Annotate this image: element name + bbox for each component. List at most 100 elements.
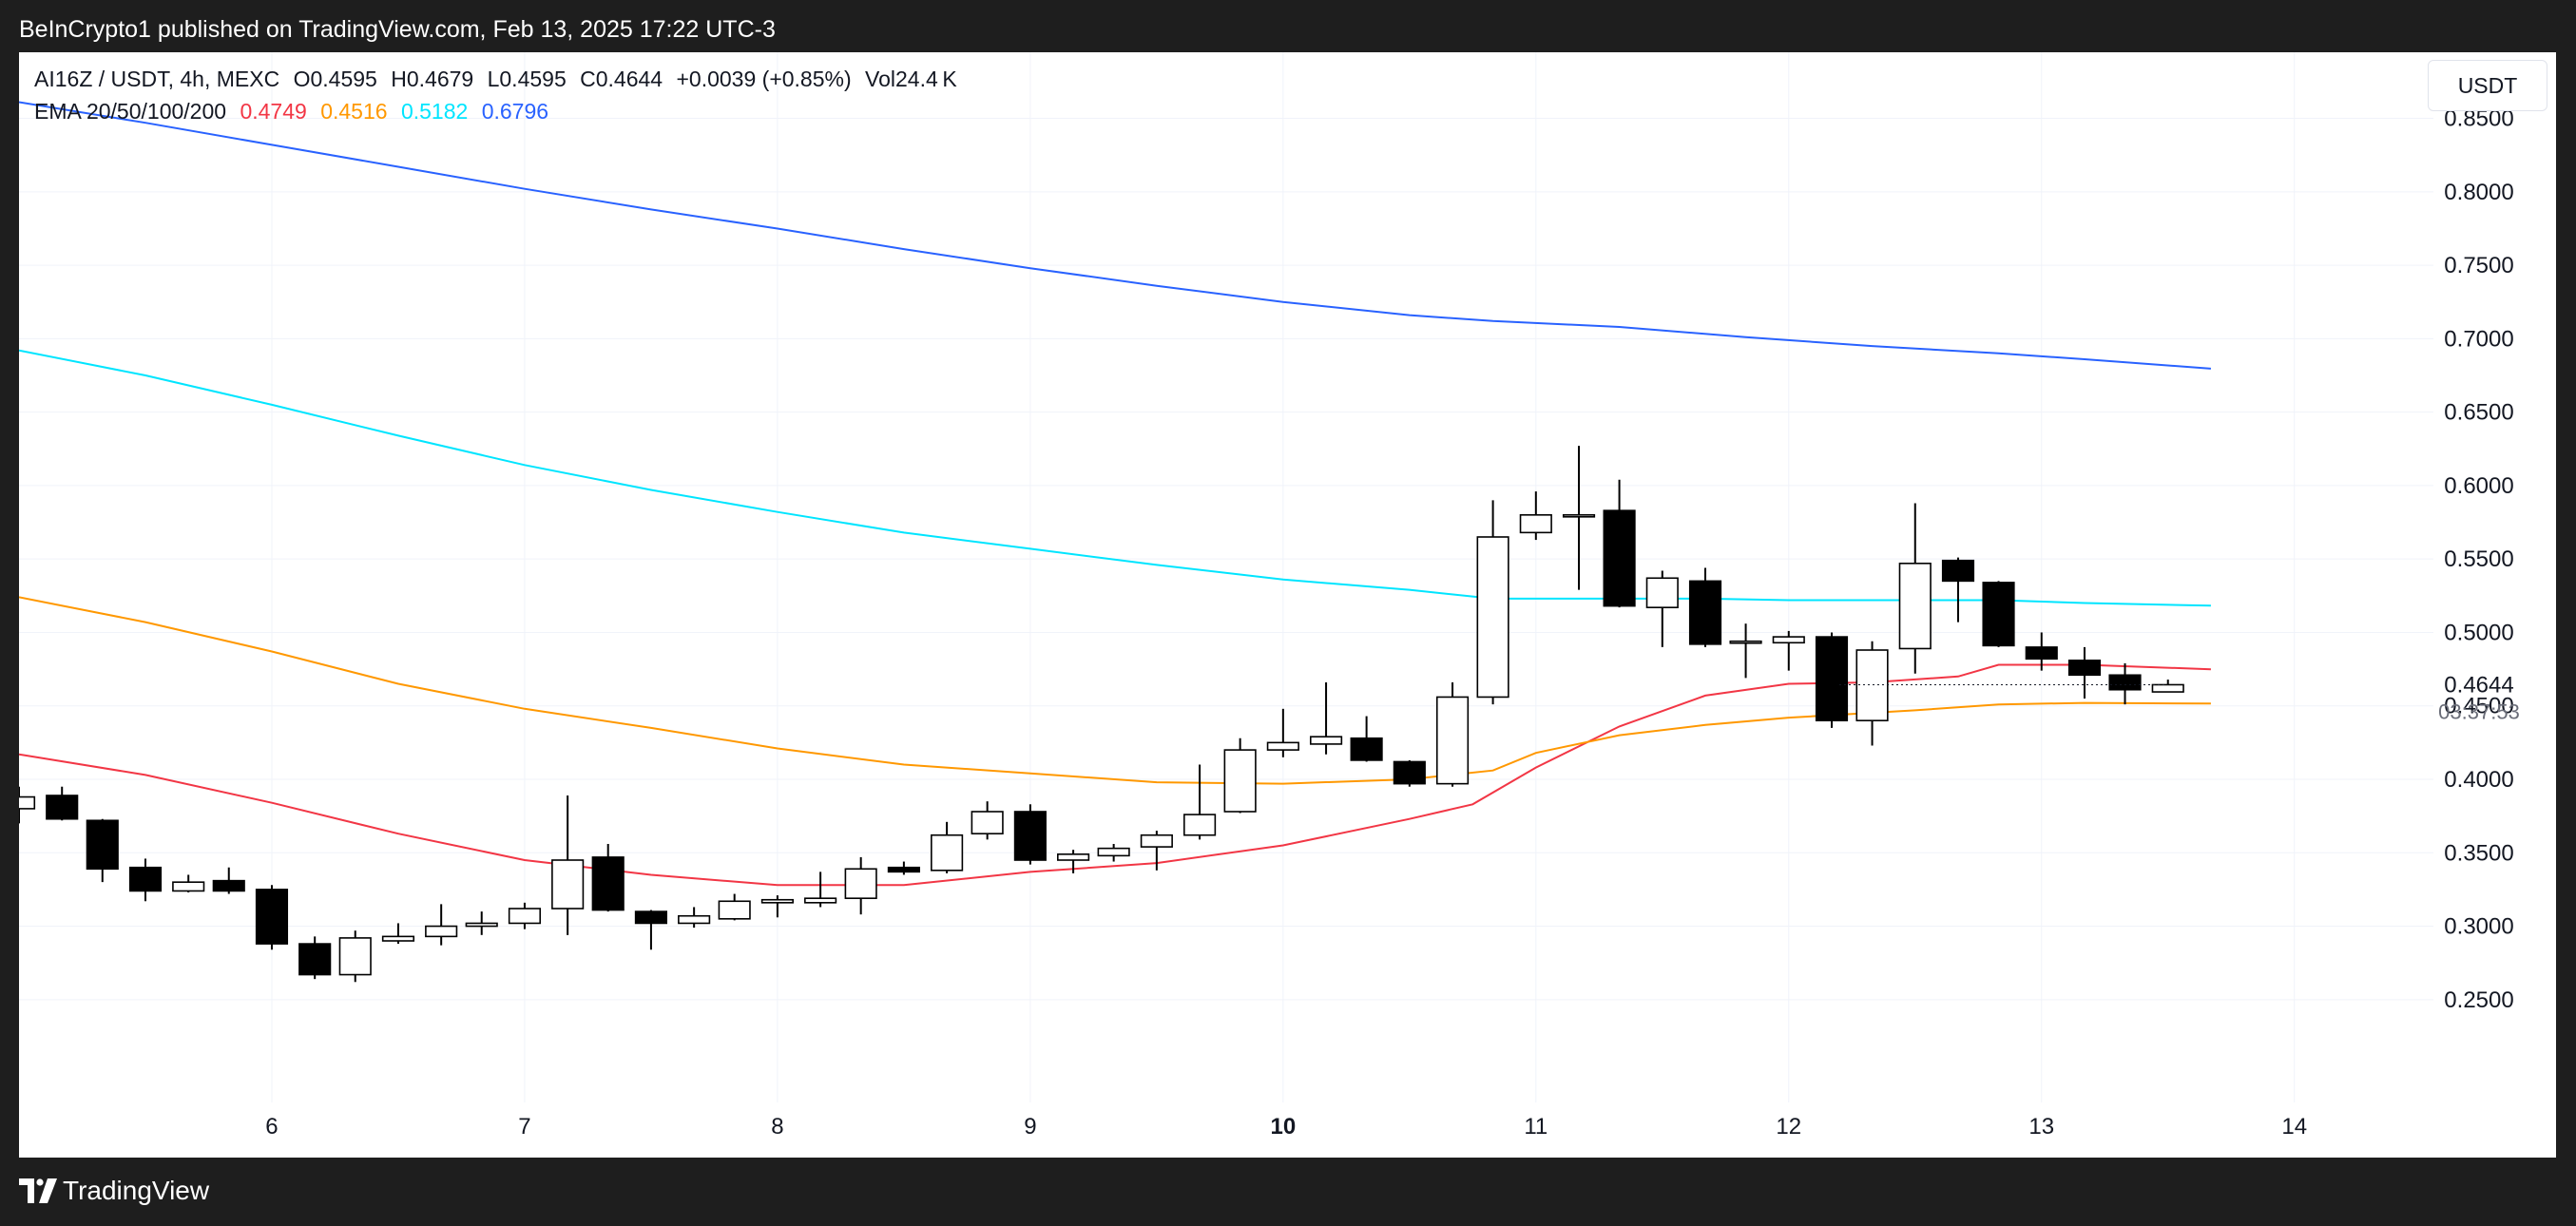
candle-body-up [844,868,877,899]
candle [718,893,751,921]
candle-body-down [2025,646,2058,661]
candle-body-up [804,897,837,904]
candle [2025,632,2058,671]
candle [255,885,289,950]
close-value: C0.4644 [580,67,663,91]
candle-body-up [551,859,585,910]
y-tick-label: 0.7500 [2444,253,2513,278]
candle-body-down [591,856,625,911]
candle-body-up [1140,833,1173,848]
candle [465,911,498,935]
candle [804,872,837,908]
candle [1266,708,1299,757]
candle-body-down [634,910,667,925]
candle [1855,641,1889,746]
candle-body-up [718,900,751,920]
y-tick-label: 0.6000 [2444,473,2513,499]
ema-line-ema100 [19,349,2211,607]
candle [1982,581,2015,647]
candle [1476,500,1509,705]
candle-body-down [46,795,79,820]
volume-value: Vol24.4 K [865,67,957,91]
candle [1097,844,1130,862]
candle [678,907,711,929]
y-tick-label: 0.2500 [2444,987,2513,1013]
candle [338,930,372,983]
y-tick-label: 0.3000 [2444,914,2513,940]
ema-legend: EMA 20/50/100/200 0.4749 0.4516 0.5182 0… [34,99,556,125]
ema20-value: 0.4749 [240,99,307,124]
candle-body-down [1013,811,1047,861]
candlestick-chart[interactable]: 0.85000.80000.75000.70000.65000.60000.55… [19,52,2556,1158]
candle-body-down [298,943,332,976]
candle-body-down [1603,509,1636,607]
candle-body-up [172,881,205,892]
candle [1645,570,1679,647]
candle [1562,446,1596,590]
candle [2151,680,2184,693]
candle-body-down [1688,580,1722,645]
tradingview-logo-icon[interactable] [19,1178,57,1203]
candle [86,818,119,883]
candle-body-up [1266,741,1299,751]
candle [887,861,920,875]
x-tick-label: 10 [1270,1114,1296,1140]
symbol-name[interactable]: AI16Z / USDT, 4h, MEXC [34,67,280,91]
candle-body-up [1476,536,1509,699]
candle-body-up [508,908,542,925]
tradingview-brand[interactable]: TradingView [63,1176,210,1205]
candle [634,910,667,950]
candle [19,786,36,824]
ema-label[interactable]: EMA 20/50/100/200 [34,99,227,124]
candle-body-up [1223,749,1257,813]
candle [381,923,415,945]
y-tick-label: 0.4000 [2444,767,2513,793]
candle-body-up [971,811,1004,834]
candle [2108,662,2142,705]
currency-button[interactable]: USDT [2428,60,2547,111]
candle-body-down [2067,660,2102,677]
candle [1898,503,1932,674]
y-tick-label: 0.8000 [2444,180,2513,205]
candle [1182,764,1217,840]
ema50-value: 0.4516 [320,99,388,124]
chart-panel: 0.8500 0.8000 0.7500 0.7000 0.6500 0.6000 0.55… [19,52,2556,1158]
candle-body-up [1898,563,1932,650]
candle [46,786,79,821]
candle-body-down [212,879,245,892]
low-value: L0.4595 [487,67,567,91]
candle [760,895,794,918]
ema-line-ema200 [19,101,2211,370]
candle-body-down [1982,582,2015,647]
x-tick-label: 7 [518,1114,530,1140]
y-tick-label: 0.3500 [2444,840,2513,866]
candle-body-up [678,914,711,925]
candle-body-up [1645,577,1679,608]
candle [1057,850,1090,873]
ema200-value: 0.6796 [481,99,549,124]
candle [1688,567,1722,647]
symbol-legend: AI16Z / USDT, 4h, MEXC O0.4595 H0.4679 L… [34,67,965,92]
candle [172,874,205,892]
candle-body-down [86,819,119,871]
candle-body-down [128,866,163,892]
candle [551,795,585,935]
candle-body-up [760,898,794,904]
y-tick-label: 0.5000 [2444,620,2513,645]
x-tick-label: 14 [2281,1114,2307,1140]
candle [425,904,458,946]
candle-body-down [1393,760,1426,785]
ema-line-ema20 [19,663,2211,887]
candle [1393,759,1426,787]
countdown-label: 03:37:53 [2438,699,2520,723]
publisher-text: BeInCrypto1 published on TradingView.com… [19,16,776,43]
candle-body-up [1772,636,1805,644]
candle [1729,623,1762,679]
candle-body-up [1435,696,1470,785]
candle-body-up [1057,853,1090,861]
ema100-value: 0.5182 [400,99,469,124]
candle-body-down [2108,674,2142,691]
candle [2067,646,2102,699]
candle-body-up [1855,649,1889,721]
candle [1435,682,1470,787]
